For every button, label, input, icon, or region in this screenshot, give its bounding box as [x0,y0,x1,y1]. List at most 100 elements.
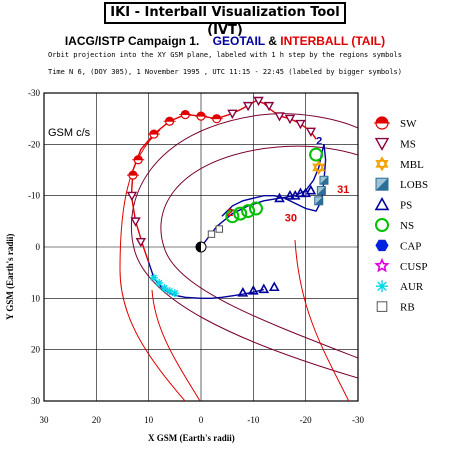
y-tick-label: -20 [28,139,40,149]
red-boundary-tail [294,239,350,401]
asterisk-icon-stroke [377,281,387,291]
legend-label-cusp: CUSP [400,261,428,273]
region-mark-ps [247,284,259,295]
asterisk-icon-stroke [155,279,163,287]
time-range-text: Time N 6, (DOY 305), 1 November 1995 , U… [47,68,402,76]
region-mark-ps [274,192,285,203]
region-mark-sw [132,155,145,165]
legend-symbol-ms [374,137,390,151]
earth-marker [195,241,207,253]
sun-icon-top [197,112,205,117]
region-mark-rb [207,230,216,238]
region-mark-aur [155,278,164,287]
asterisk-icon-stroke [161,284,168,292]
geotail-label: GEOTAIL [212,34,265,48]
campaign-title: IACG/ISTP Campaign 1. GEOTAIL & INTERBAL… [0,34,450,48]
legend-label-rb: RB [400,302,415,314]
sun-icon-top [212,114,221,119]
region-mark-sw [210,114,223,124]
legend-label-ms: MS [400,138,416,150]
sun-icon-top [181,110,190,115]
x-tick-label: 0 [199,415,204,425]
region-mark-sw [163,116,176,126]
legend-label-sw: SW [400,118,417,130]
region-mark-ps [305,184,317,195]
bow-shock-outer [131,113,358,379]
region-mark-ms [130,217,141,227]
legend-label-ps: PS [400,200,412,212]
x-tick-label: 30 [40,415,50,425]
red-boundary-outer [119,129,186,401]
region-mark-sw [195,111,207,121]
region-mark-ms [227,109,238,119]
region-mark-ns [225,209,240,224]
legend-symbol-ns [375,218,389,232]
legend-symbol-ps [374,196,390,211]
region-mark-ns [233,206,248,221]
orbit-hour-label: 31 [337,184,349,196]
star-of-david-icon-b [375,160,389,172]
legend-symbol-cusp [374,257,390,273]
region-mark-ps [258,283,270,294]
sun-icon-top [149,130,158,135]
interball-orbit-line [130,99,317,263]
region-mark-ms [126,191,138,202]
region-mark-rb [215,225,224,233]
legend: SW MS MBL LOBS PS NS CAP CUSP AUR RB [374,116,428,314]
sun-icon-top [128,171,137,176]
geotail-orbit-line [200,144,327,248]
asterisk-icon-stroke [150,274,158,282]
region-mark-lobs [314,196,324,206]
earth-night-side [196,242,201,252]
subtitle-text: Orbit projection into the XY GSM plane, … [47,51,402,59]
magnetopause-inner [160,145,358,359]
region-mark-sw [179,109,192,120]
star-of-david-icon-a [312,159,326,172]
region-mark-ns [309,147,324,162]
region-marks [126,96,329,298]
region-mark-sw [147,129,160,139]
legend-label-ns: NS [400,220,414,232]
sun-icon-top [134,155,143,160]
red-boundary-inner [151,289,201,401]
x-tick-label: 10 [144,415,154,425]
region-mark-ms [242,101,254,112]
region-mark-ms [263,101,275,112]
frame-label: GSM c/s [48,127,91,139]
half-square-icon-fill [314,196,323,205]
region-mark-aur [149,273,158,282]
region-mark-ps [237,287,249,297]
legend-symbol-sw [374,116,390,130]
grid-lines [44,93,358,401]
half-square-icon-fill [376,178,388,191]
ampersand-label: & [268,34,277,48]
legend-symbol-rb [376,301,388,312]
region-mark-aur [170,289,179,298]
app-title-banner: IKI - Interball Visualization Tool (IVT) [104,2,346,38]
region-mark-lobs [319,175,329,185]
x-tick-label: 20 [92,415,102,425]
y-tick-label: 30 [31,396,41,406]
y-axis-title: Y GSM (Earth's radii) [5,234,15,320]
orbit-hour-label: 2 [316,135,322,147]
legend-symbol-lobs [375,177,389,191]
annotations: 2 30 31 2 [227,135,349,224]
y-tick-label: -10 [28,191,40,201]
x-tick-label: -30 [352,415,364,425]
region-mark-mbl [312,159,326,176]
y-tick-label: 0 [36,242,41,252]
half-square-icon-fill [317,186,326,195]
y-tick-label: 10 [31,293,41,303]
legend-label-mbl: MBL [400,159,424,171]
region-mark-ms [305,127,317,137]
legend-symbol-mbl [375,156,389,172]
legend-symbol-cap [375,239,389,252]
legend-label-lobs: LOBS [400,179,428,191]
half-square-icon-fill [319,176,328,185]
region-mark-ps [295,187,306,198]
asterisk-icon-stroke [166,287,173,295]
asterisk-icon-stroke [171,289,179,297]
region-mark-sw [126,170,139,180]
x-tick-label: -10 [247,415,259,425]
